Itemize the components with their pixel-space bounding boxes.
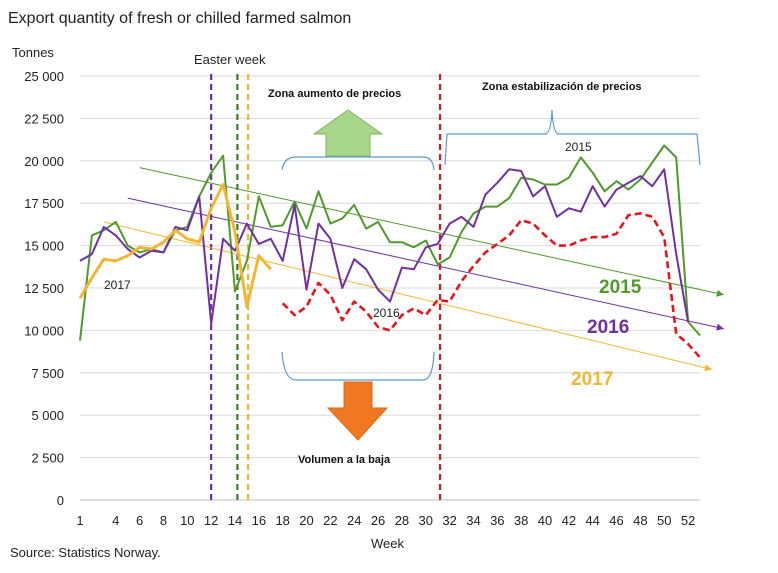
x-tick-label: 8	[160, 513, 167, 528]
trend-arrowhead	[716, 289, 724, 297]
trend-arrowhead	[716, 323, 724, 331]
label-2015-small: 2015	[565, 140, 592, 154]
brace-bottom-left	[281, 351, 435, 381]
y-tick-label: 5 000	[31, 408, 64, 423]
trend-lines	[103, 167, 724, 372]
y-tick-label: 7 500	[31, 366, 64, 381]
x-tick-label: 40	[538, 513, 552, 528]
x-tick-label: 4	[112, 513, 119, 528]
zone-stable-label: Zona estabilización de precios	[482, 81, 642, 93]
x-tick-label: 24	[347, 513, 361, 528]
x-tick-label: 46	[609, 513, 623, 528]
series-lines	[78, 144, 701, 359]
y-tick-label: 10 000	[24, 323, 64, 338]
x-tick-label: 14	[228, 513, 242, 528]
arrow-up-icon	[312, 109, 384, 157]
x-tick-label: 30	[419, 513, 433, 528]
x-tick-label: 26	[371, 513, 385, 528]
y-tick-label: 22 500	[24, 111, 64, 126]
x-tick-label: 22	[323, 513, 337, 528]
label-2016-small: 2016	[373, 306, 400, 320]
y-tick-label: 12 500	[24, 281, 64, 296]
x-tick-label: 6	[136, 513, 143, 528]
gridlines	[80, 75, 700, 501]
x-axis-ticks: 1 4 6 8 10 12 14 16 18 20 22 24 26 28 30 32 34 36 38 40 42 44…	[76, 513, 695, 528]
y-axis-ticks: 0 2 500 5 000 7 500 10 000 12 500 15 000 17 500…	[24, 69, 64, 508]
series-line-2016	[79, 168, 690, 325]
arrow-down-icon	[326, 381, 389, 441]
legend-2017: 2017	[571, 369, 613, 390]
x-tick-label: 42	[562, 513, 576, 528]
brace-top-left	[281, 156, 435, 171]
series-line-2015	[79, 144, 701, 341]
x-tick-label: 28	[395, 513, 409, 528]
series-line-2017	[78, 183, 272, 309]
x-tick-label: 12	[204, 513, 218, 528]
y-tick-label: 15 000	[24, 239, 64, 254]
x-tick-label: 50	[657, 513, 671, 528]
trend-line	[127, 197, 724, 330]
y-tick-label: 0	[57, 493, 64, 508]
y-axis-label: Tonnes	[12, 45, 54, 60]
x-tick-label: 44	[585, 513, 599, 528]
x-tick-label: 36	[490, 513, 504, 528]
x-tick-label: 10	[180, 513, 194, 528]
braces	[281, 109, 701, 381]
y-tick-label: 20 000	[24, 154, 64, 169]
legend-2016: 2016	[587, 317, 629, 338]
source-note: Source: Statistics Norway.	[10, 545, 161, 560]
y-tick-label: 2 500	[31, 451, 64, 466]
trend-line	[103, 221, 713, 370]
x-axis-label: Week	[371, 536, 404, 551]
x-tick-label: 38	[514, 513, 528, 528]
legend-2015: 2015	[599, 277, 642, 298]
x-tick-label: 18	[275, 513, 289, 528]
zone-up-label: Zona aumento de precios	[268, 88, 401, 100]
brace-top-right	[444, 109, 701, 166]
y-tick-label: 25 000	[24, 69, 64, 84]
y-tick-label: 17 500	[24, 196, 64, 211]
x-tick-label: 16	[252, 513, 266, 528]
easter-week-label: Easter week	[194, 52, 266, 67]
x-tick-label: 48	[633, 513, 647, 528]
x-tick-label: 34	[466, 513, 480, 528]
x-tick-label: 20	[299, 513, 313, 528]
volume-down-label: Volumen a la baja	[298, 454, 391, 466]
trend-arrowhead	[704, 364, 712, 372]
x-tick-label: 1	[76, 513, 83, 528]
x-tick-label: 52	[681, 513, 695, 528]
label-2017-small: 2017	[104, 278, 131, 292]
chart-title: Export quantity of fresh or chilled farm…	[8, 10, 351, 27]
projection-line	[281, 212, 701, 359]
trend-line	[139, 167, 724, 296]
x-tick-label: 32	[442, 513, 456, 528]
